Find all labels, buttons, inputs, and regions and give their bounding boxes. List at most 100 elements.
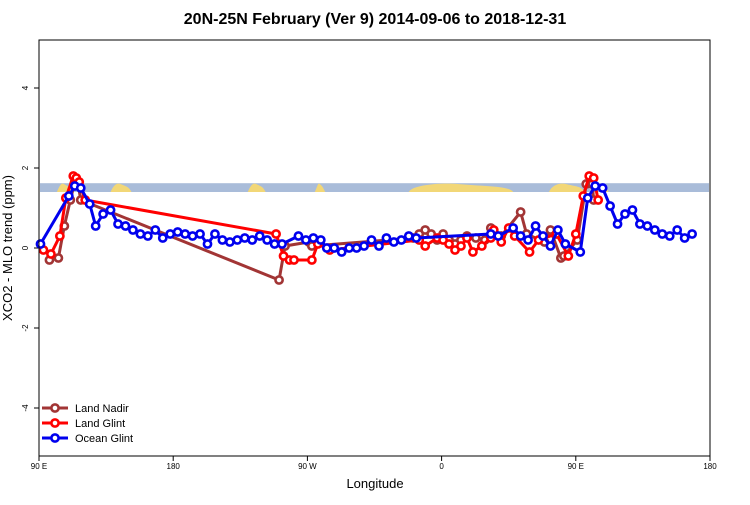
y-tick-label: 2 bbox=[21, 165, 30, 170]
data-point bbox=[672, 225, 683, 235]
data-point bbox=[301, 235, 311, 245]
x-axis: 90 E 180 90 W 0 90 E 180 bbox=[31, 456, 717, 471]
data-point bbox=[271, 229, 281, 239]
data-point bbox=[46, 249, 56, 259]
data-point bbox=[98, 209, 109, 219]
data-point bbox=[63, 191, 74, 201]
y-tick-label: 4 bbox=[21, 85, 30, 90]
series-2 bbox=[35, 181, 698, 257]
data-point bbox=[105, 205, 116, 215]
data-point bbox=[366, 235, 377, 245]
legend-label: Ocean Glint bbox=[75, 433, 133, 445]
data-point bbox=[187, 231, 198, 241]
data-point bbox=[493, 231, 504, 241]
data-point bbox=[605, 201, 615, 211]
data-point bbox=[456, 241, 466, 251]
data-point bbox=[575, 247, 586, 257]
data-point bbox=[612, 219, 623, 229]
data-point bbox=[113, 219, 123, 229]
data-point bbox=[420, 241, 431, 251]
data-point bbox=[396, 235, 407, 245]
data-point bbox=[411, 233, 422, 243]
data-point bbox=[120, 221, 131, 231]
x-tick-label: 180 bbox=[167, 462, 181, 471]
y-axis-label: XCO2 - MLO trend (ppm) bbox=[0, 175, 15, 321]
data-point bbox=[35, 239, 46, 249]
data-point bbox=[515, 231, 526, 241]
data-point bbox=[570, 229, 581, 239]
data-point bbox=[538, 231, 548, 241]
series-line-segment bbox=[84, 198, 277, 236]
y-axis: -4 -2 0 2 4 bbox=[21, 85, 39, 412]
data-point bbox=[664, 231, 675, 241]
series-line-segment bbox=[416, 232, 491, 240]
data-point bbox=[150, 225, 161, 235]
data-point bbox=[202, 239, 213, 249]
data-point bbox=[195, 229, 205, 239]
data-point bbox=[262, 235, 273, 245]
data-point bbox=[329, 243, 340, 253]
data-point bbox=[90, 221, 101, 231]
data-point bbox=[374, 241, 384, 251]
data-point bbox=[359, 241, 369, 251]
data-point bbox=[593, 195, 604, 205]
data-point bbox=[157, 233, 168, 243]
data-point bbox=[53, 253, 64, 263]
data-point bbox=[687, 229, 698, 239]
data-point bbox=[515, 207, 526, 217]
y-tick-label: -2 bbox=[21, 324, 30, 332]
series-line-segment bbox=[574, 195, 585, 235]
data-point bbox=[444, 239, 454, 249]
data-point bbox=[142, 231, 153, 241]
data-point bbox=[523, 235, 533, 245]
data-point bbox=[530, 221, 541, 231]
legend-label: Land Nadir bbox=[75, 403, 129, 415]
legend: Land Nadir Land Glint Ocean Glint bbox=[42, 403, 133, 445]
map-strip-land-5 bbox=[548, 183, 585, 192]
data-point bbox=[476, 241, 487, 251]
x-axis-label: Longitude bbox=[346, 476, 403, 491]
data-point bbox=[381, 233, 392, 243]
x-tick-label: 90 E bbox=[31, 462, 47, 471]
series-layer bbox=[35, 171, 698, 285]
data-point bbox=[54, 231, 65, 241]
data-point bbox=[277, 239, 287, 249]
data-point bbox=[232, 235, 243, 245]
y-tick-label: -4 bbox=[21, 404, 30, 412]
data-point bbox=[289, 255, 299, 265]
data-point bbox=[247, 235, 258, 245]
data-point bbox=[468, 247, 478, 257]
data-point bbox=[336, 247, 347, 257]
data-point bbox=[657, 229, 668, 239]
map-strip-land-2 bbox=[247, 183, 266, 192]
map-strip-land-3 bbox=[314, 183, 326, 192]
data-point bbox=[485, 229, 496, 239]
data-point bbox=[172, 227, 183, 237]
data-point bbox=[321, 243, 332, 253]
data-point bbox=[315, 235, 326, 245]
data-point bbox=[582, 193, 593, 203]
data-point bbox=[649, 225, 660, 235]
data-point bbox=[635, 219, 645, 229]
data-point bbox=[545, 241, 556, 251]
data-point bbox=[84, 199, 95, 209]
plot-frame bbox=[38, 39, 711, 457]
x-tick-label: 90 E bbox=[568, 462, 584, 471]
data-point bbox=[128, 225, 138, 235]
legend-marker bbox=[50, 418, 60, 428]
data-point bbox=[590, 181, 601, 191]
data-point bbox=[620, 209, 630, 219]
data-point bbox=[553, 225, 563, 235]
data-point bbox=[627, 205, 638, 215]
data-point bbox=[165, 229, 176, 239]
plot-frame-top bbox=[38, 39, 711, 457]
data-point bbox=[293, 231, 304, 241]
data-point bbox=[75, 183, 86, 193]
data-point bbox=[306, 255, 317, 265]
data-point bbox=[274, 275, 284, 285]
data-point bbox=[388, 237, 399, 247]
map-strip-land-1 bbox=[110, 183, 132, 192]
legend-marker bbox=[50, 433, 60, 443]
map-strip-land-4 bbox=[408, 183, 514, 192]
